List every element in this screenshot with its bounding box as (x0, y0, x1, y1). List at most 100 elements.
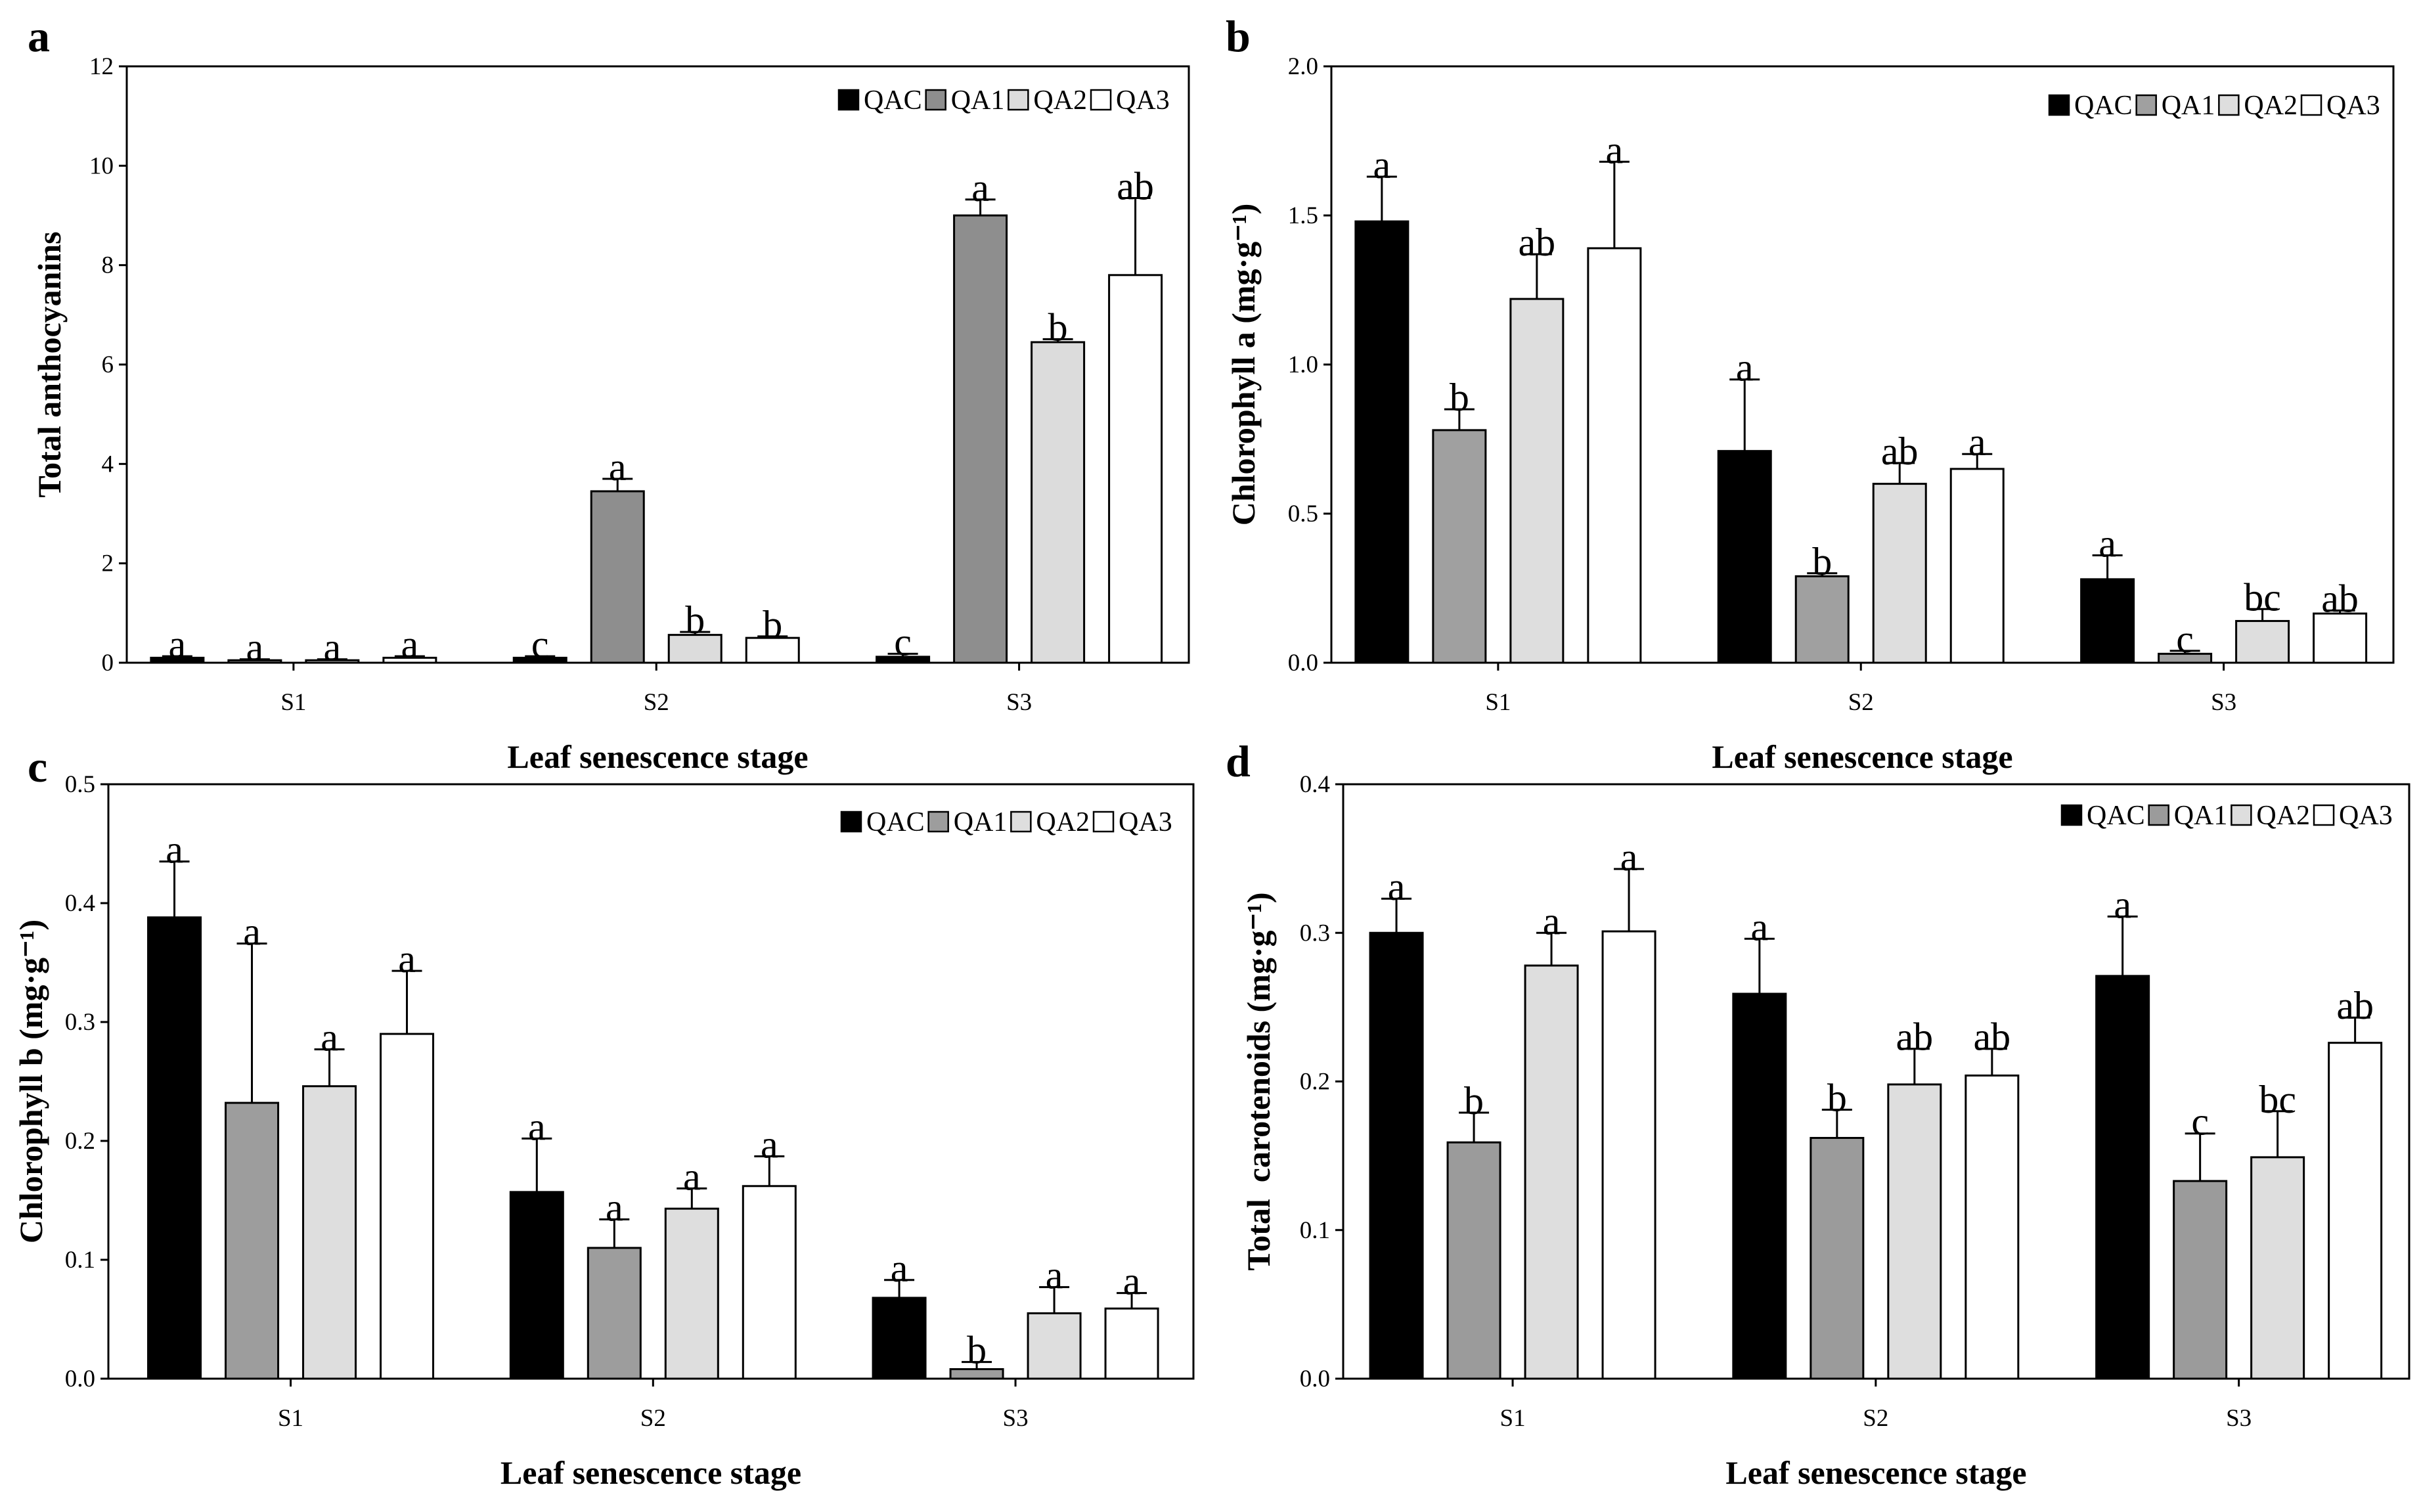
legend-label-QA3: QA3 (1119, 807, 1172, 837)
significance-letter-S3-QA2: b (1048, 305, 1068, 349)
significance-letter-S3-QAC: a (2114, 883, 2131, 926)
plot-frame (1330, 65, 2395, 664)
y-tick-label: 0.2 (65, 1128, 95, 1155)
significance-letter-S3-QA2: bc (2244, 575, 2281, 619)
bar-S2-QA3 (1965, 1074, 2020, 1380)
significance-letter-S3-QAC: c (894, 620, 912, 663)
bar-S1-QA2 (1509, 298, 1565, 664)
y-axis-title: Chlorophyll a (mg·g⁻¹) (1225, 204, 1262, 526)
legend-label-QA3: QA3 (2339, 801, 2393, 831)
significance-letter-S1-QA2: a (321, 1016, 338, 1059)
bar-S1-QA3 (1587, 247, 1642, 664)
bar-S3-QA3 (2328, 1042, 2383, 1380)
bar-S1-QA2 (302, 1085, 357, 1380)
bar-S2-QA2 (1887, 1083, 1942, 1380)
y-tick-label: 2.0 (1288, 53, 1318, 80)
plot-frame (1342, 783, 2410, 1380)
y-tick-label: 2 (102, 550, 114, 577)
bar-S3-QA3 (2313, 612, 2368, 664)
y-tick-label: 4 (102, 451, 114, 478)
significance-letter-S2-QA3: ab (1974, 1015, 2011, 1059)
bar-S2-QAC (1732, 992, 1787, 1380)
significance-letter-S3-QA2: bc (2259, 1078, 2296, 1121)
significance-letter-S3-QA3: ab (2321, 577, 2359, 621)
significance-letter-S3-QA1: a (971, 166, 989, 210)
significance-letter-S1-QA2: ab (1519, 221, 1556, 264)
bar-S2-QAC (1717, 450, 1772, 664)
x-tick-label: S1 (1485, 689, 1511, 716)
bar-S3-QA2 (1027, 1312, 1082, 1380)
significance-letter-S1-QA1: b (1464, 1079, 1484, 1123)
y-tick-label: 0.1 (1300, 1217, 1330, 1244)
x-tick-label: S1 (280, 689, 306, 716)
bar-S2-QA2 (1872, 483, 1927, 664)
significance-letter-S3-QA3: ab (2336, 984, 2374, 1027)
legend-label-QA2: QA2 (2256, 801, 2310, 831)
significance-letter-S1-QAC: a (169, 623, 187, 666)
legend-label-QA2: QA2 (2244, 91, 2298, 121)
legend-swatch-QA1 (2148, 804, 2169, 826)
panel-label: c (28, 742, 47, 791)
x-tick-label: S2 (1863, 1405, 1888, 1432)
significance-letter-S1-QA3: a (401, 623, 419, 666)
bar-S2-QA1 (587, 1247, 642, 1380)
legend-label-QAC: QAC (2074, 91, 2133, 121)
significance-letter-S1-QA2: a (1543, 899, 1561, 943)
legend-swatch-QA2 (2231, 804, 2252, 826)
significance-letter-S1-QA1: b (1450, 376, 1469, 419)
x-tick-label: S3 (2211, 689, 2236, 716)
y-tick-label: 0.1 (65, 1247, 95, 1274)
significance-letter-S2-QA1: a (606, 1186, 623, 1229)
legend-label-QA1: QA1 (954, 807, 1008, 837)
y-tick-label: 0.4 (1300, 771, 1330, 798)
bar-S2-QA2 (664, 1207, 719, 1380)
significance-letter-S2-QA2: b (685, 598, 705, 642)
x-tick-label: S2 (1848, 689, 1874, 716)
x-tick-label: S1 (1500, 1405, 1526, 1432)
bar-S3-QA2 (2235, 619, 2290, 664)
plot-frame (107, 783, 1195, 1380)
x-tick-label: S3 (2226, 1405, 2252, 1432)
bar-S2-QA3 (1949, 468, 2005, 664)
y-tick-label: 0.0 (1300, 1366, 1330, 1392)
y-tick-label: 1.5 (1288, 202, 1318, 229)
significance-letter-S3-QA3: a (1123, 1260, 1141, 1303)
significance-letter-S3-QA1: c (2176, 617, 2194, 661)
y-tick-label: 12 (89, 53, 114, 80)
significance-letter-S2-QAC: a (528, 1105, 546, 1148)
legend-label-QA1: QA1 (2174, 801, 2228, 831)
significance-letter-S3-QAC: a (891, 1247, 908, 1290)
significance-letter-S2-QA3: a (1968, 420, 1986, 464)
bar-S1-QA1 (225, 1101, 280, 1380)
x-axis-title: Leaf senescence stage (1712, 738, 2012, 775)
significance-letter-S3-QAC: a (2099, 522, 2116, 566)
legend-swatch-QA3 (1090, 89, 1112, 111)
significance-letter-S2-QAC: a (1736, 346, 1754, 389)
y-tick-label: 0.5 (65, 771, 95, 798)
significance-letter-S2-QA1: b (1812, 540, 1832, 583)
significance-letter-S1-QAC: a (1373, 143, 1391, 187)
significance-letter-S2-QA3: a (761, 1123, 778, 1167)
legend-label-QA3: QA3 (2326, 91, 2380, 121)
legend-swatch-QAC (837, 89, 860, 111)
significance-letter-S2-QA2: ab (1881, 430, 1919, 473)
y-tick-label: 0.4 (65, 890, 95, 917)
bar-S2-QA1 (1794, 575, 1850, 664)
plot-frame (125, 65, 1190, 664)
panel-label: a (28, 11, 50, 61)
significance-letter-S1-QAC: a (166, 828, 183, 872)
legend-swatch-QAC (840, 811, 862, 833)
bar-S1-QAC (147, 916, 202, 1380)
bar-S2-QA1 (590, 490, 645, 664)
legend-swatch-QA2 (1008, 89, 1029, 111)
x-tick-label: S3 (1006, 689, 1032, 716)
bar-S1-QA3 (1601, 930, 1656, 1380)
panel-label: d (1226, 736, 1251, 786)
legend-label-QAC: QAC (864, 85, 922, 116)
x-axis-title: Leaf senescence stage (500, 1454, 801, 1491)
significance-letter-S2-QA2: ab (1896, 1015, 1934, 1059)
